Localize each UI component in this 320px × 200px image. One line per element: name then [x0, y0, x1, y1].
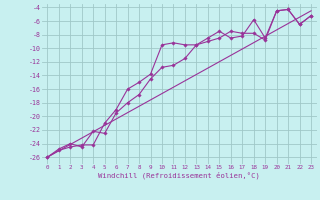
X-axis label: Windchill (Refroidissement éolien,°C): Windchill (Refroidissement éolien,°C) [98, 172, 260, 179]
